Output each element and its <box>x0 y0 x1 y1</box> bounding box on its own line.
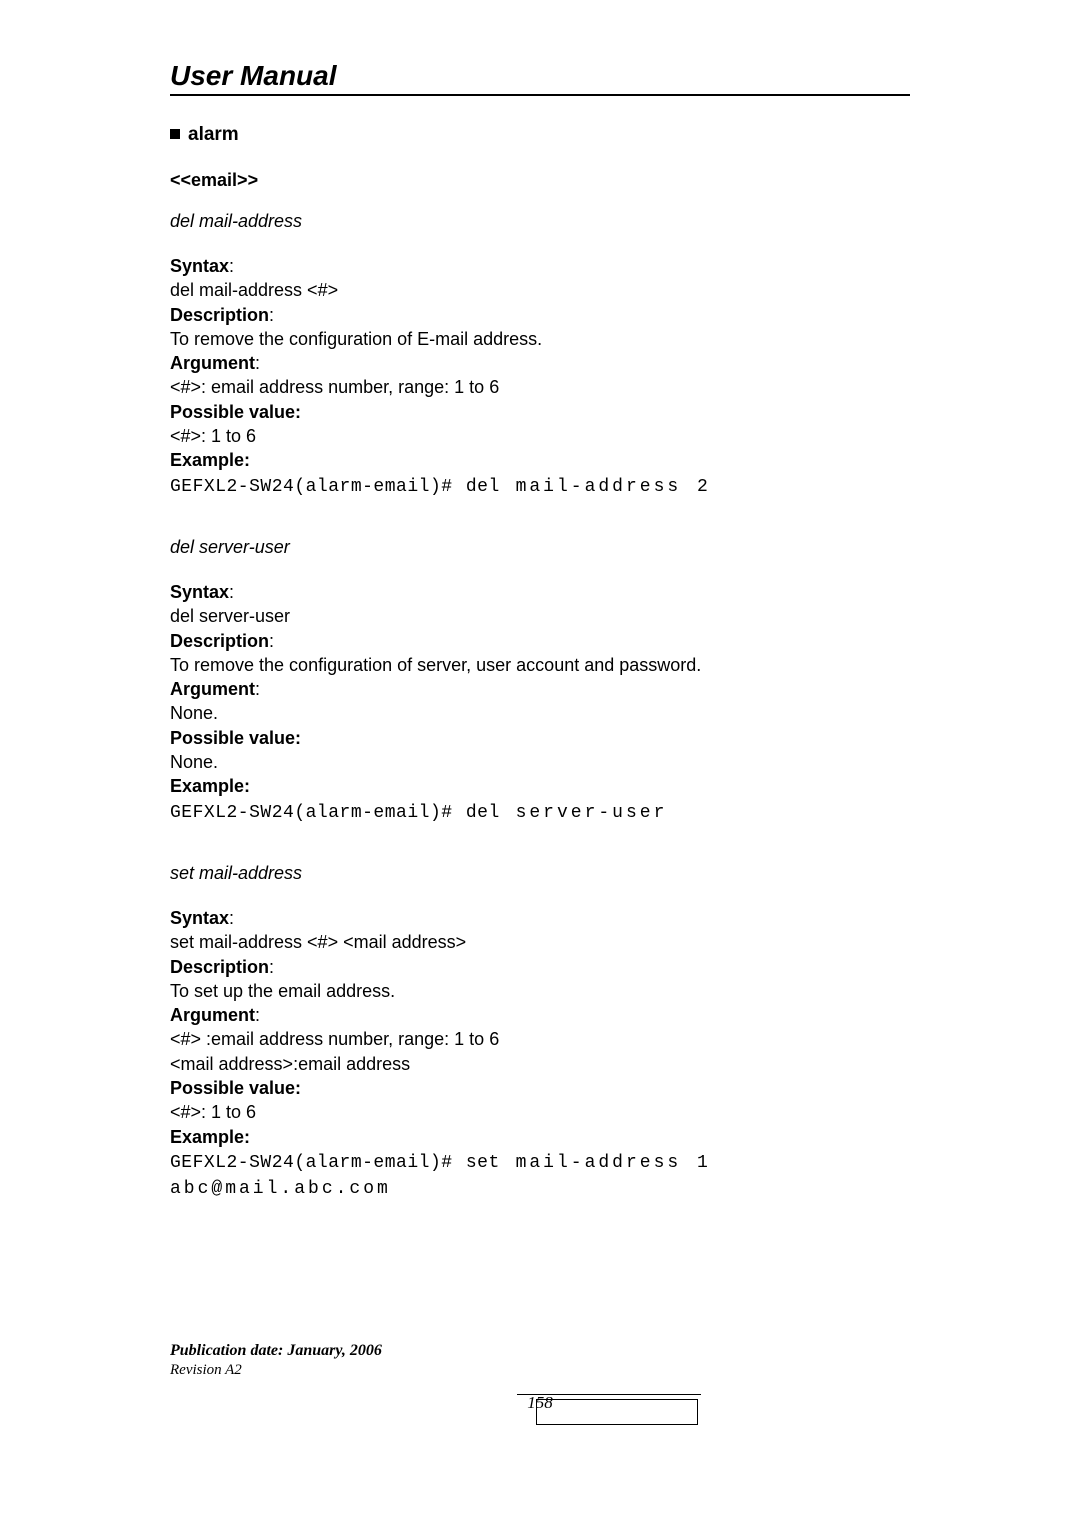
syntax-label: Syntax <box>170 256 229 276</box>
example-label: Example: <box>170 776 250 796</box>
description-label: Description <box>170 305 269 325</box>
syntax-label: Syntax <box>170 582 229 602</box>
argument-value: <#> :email address number, range: 1 to 6 <box>170 1029 499 1049</box>
syntax-value: del mail-address <#> <box>170 280 338 300</box>
argument-label: Argument <box>170 1005 255 1025</box>
description-value: To remove the configuration of E-mail ad… <box>170 329 542 349</box>
page-number-box-icon <box>536 1399 698 1425</box>
example-rest: mail-address 2 <box>500 477 711 497</box>
section-heading-text: alarm <box>188 124 239 145</box>
example-rest: server-user <box>500 803 668 823</box>
command-name: del mail-address <box>170 211 910 232</box>
description-value: To remove the configuration of server, u… <box>170 655 701 675</box>
argument-value-2: <mail address>:email address <box>170 1054 410 1074</box>
example-line: GEFXL2-SW24(alarm-email)# del mail-addre… <box>170 477 711 497</box>
example-label: Example: <box>170 1127 250 1147</box>
footer: Publication date: January, 2006 Revision… <box>170 1342 910 1429</box>
example-prefix: GEFXL2-SW24(alarm-email)# del <box>170 803 500 823</box>
syntax-value: set mail-address <#> <mail address> <box>170 932 466 952</box>
argument-label: Argument <box>170 679 255 699</box>
possible-label: Possible value: <box>170 728 301 748</box>
section-heading: alarm <box>170 124 910 146</box>
possible-value: <#>: 1 to 6 <box>170 1102 256 1122</box>
example-line: GEFXL2-SW24(alarm-email)# set mail-addre… <box>170 1153 711 1199</box>
doc-title: User Manual <box>170 60 910 92</box>
possible-value: None. <box>170 752 218 772</box>
command-block: Syntax: del mail-address <#> Description… <box>170 254 910 499</box>
publication-date: Publication date: January, 2006 <box>170 1342 910 1360</box>
revision: Revision A2 <box>170 1362 910 1379</box>
description-label: Description <box>170 631 269 651</box>
subsection-heading: <<email>> <box>170 170 910 191</box>
syntax-label: Syntax <box>170 908 229 928</box>
bullet-icon <box>170 129 180 139</box>
page-number-row: 158 <box>170 1393 910 1429</box>
command-block: Syntax: set mail-address <#> <mail addre… <box>170 906 910 1202</box>
command-name: set mail-address <box>170 863 910 884</box>
example-line: GEFXL2-SW24(alarm-email)# del server-use… <box>170 803 667 823</box>
argument-value: None. <box>170 703 218 723</box>
possible-label: Possible value: <box>170 1078 301 1098</box>
description-value: To set up the email address. <box>170 981 395 1001</box>
example-prefix: GEFXL2-SW24(alarm-email)# del <box>170 477 500 497</box>
example-label: Example: <box>170 450 250 470</box>
command-block: Syntax: del server-user Description: To … <box>170 580 910 825</box>
argument-label: Argument <box>170 353 255 373</box>
page: User Manual alarm <<email>> del mail-add… <box>0 0 1080 1429</box>
argument-value: <#>: email address number, range: 1 to 6 <box>170 377 499 397</box>
description-label: Description <box>170 957 269 977</box>
example-prefix: GEFXL2-SW24(alarm-email)# set <box>170 1153 500 1173</box>
command-name: del server-user <box>170 537 910 558</box>
syntax-value: del server-user <box>170 606 290 626</box>
possible-value: <#>: 1 to 6 <box>170 426 256 446</box>
title-rule <box>170 94 910 96</box>
possible-label: Possible value: <box>170 402 301 422</box>
